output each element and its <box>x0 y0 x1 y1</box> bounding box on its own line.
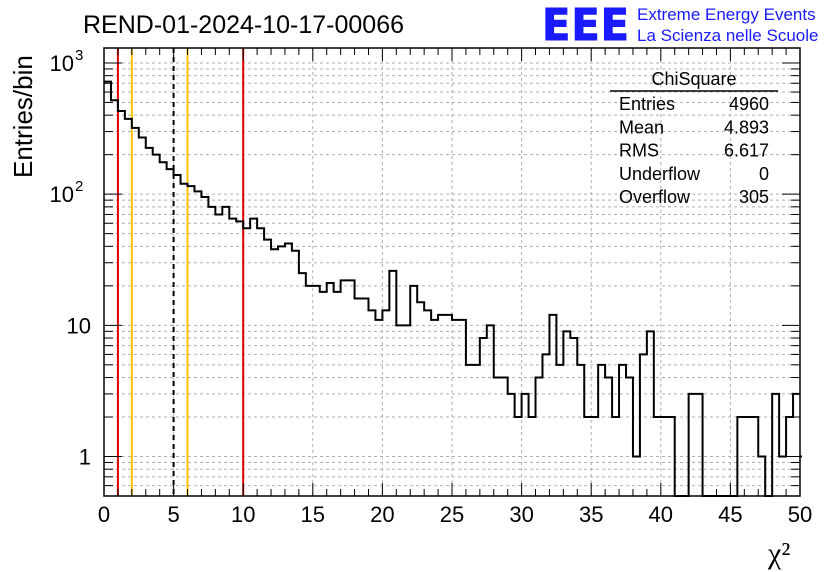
y-tick-label: 10 <box>50 51 74 76</box>
x-tick-label: 50 <box>788 502 812 527</box>
x-tick-labels: 0 5 10 15 20 25 30 35 40 45 50 <box>98 502 812 527</box>
reference-lines <box>116 48 245 496</box>
y-tick-exponent: 2 <box>75 178 83 195</box>
grid-lines <box>104 48 800 496</box>
eee-logo-line2: La Scienza nelle Scuole <box>637 26 818 45</box>
x-tick-label: 10 <box>231 502 255 527</box>
x-tick-label: 25 <box>440 502 464 527</box>
x-tick-label: 15 <box>301 502 325 527</box>
stats-row-label: RMS <box>619 141 659 161</box>
stats-row-value: 6.617 <box>724 141 769 161</box>
y-tick-label: 1 <box>79 445 91 470</box>
stats-box: ChiSquare Entries 4960 Mean 4.893 RMS 6.617 Un… <box>610 69 778 207</box>
stats-row-value: 0 <box>759 164 769 184</box>
chart-title: REND-01-2024-10-17-00066 <box>83 11 404 39</box>
x-tick-label: 45 <box>718 502 742 527</box>
x-axis-label: χ² <box>767 537 790 570</box>
stats-row-value: 4.893 <box>724 117 769 137</box>
y-tick-exponent: 3 <box>75 47 83 64</box>
y-tick-label: 10 <box>67 313 91 338</box>
stats-row-value: 305 <box>739 187 769 207</box>
stats-row-label: Mean <box>619 117 664 137</box>
x-tick-label: 5 <box>167 502 179 527</box>
x-tick-label: 20 <box>370 502 394 527</box>
y-tick-label: 10 <box>50 182 74 207</box>
stats-row-label: Entries <box>619 94 675 114</box>
histogram <box>104 80 802 497</box>
x-tick-label: 35 <box>579 502 603 527</box>
eee-logo-mark: EEE <box>542 0 630 51</box>
eee-logo: EEE Extreme Energy Events La Scienza nel… <box>542 0 819 52</box>
stats-title: ChiSquare <box>651 69 736 89</box>
stats-row-label: Overflow <box>619 187 691 207</box>
axes-frame <box>103 47 801 497</box>
stats-rows: Entries 4960 Mean 4.893 RMS 6.617 Underflow 0 Ov… <box>619 94 769 207</box>
y-axis-label: Entries/bin <box>8 55 38 178</box>
stats-row-label: Underflow <box>619 164 701 184</box>
eee-logo-line1: Extreme Energy Events <box>637 5 816 24</box>
stats-row-value: 4960 <box>729 94 769 114</box>
histogram-outline <box>104 80 800 497</box>
x-tick-label: 30 <box>509 502 533 527</box>
x-tick-label: 40 <box>649 502 673 527</box>
x-tick-label: 0 <box>98 502 110 527</box>
